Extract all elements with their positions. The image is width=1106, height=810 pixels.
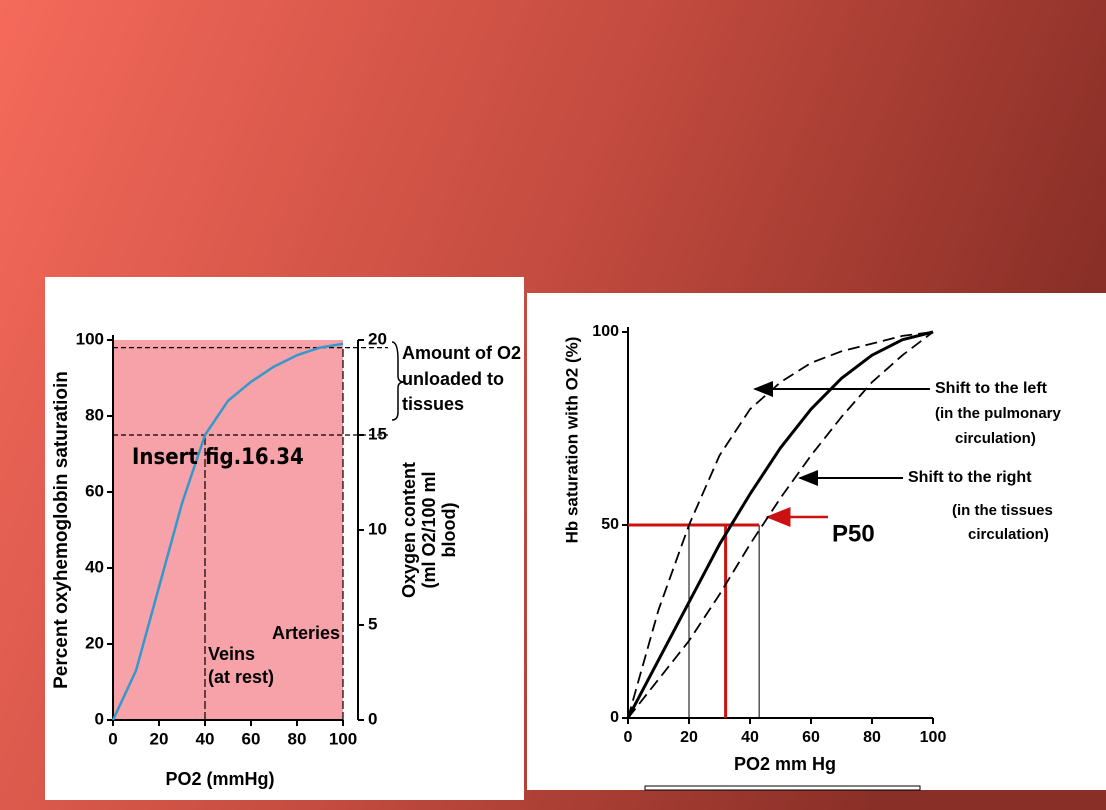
y2-tick-label: 15	[368, 424, 387, 443]
y2-tick-label: 5	[368, 614, 377, 633]
annotation: Veins	[208, 644, 255, 664]
annotation: Insert fig.16.34	[132, 445, 304, 470]
x-tick-label: 100	[329, 729, 357, 748]
x-tick-label: 20	[680, 729, 698, 746]
y-tick-label: 0	[610, 709, 619, 726]
annotation: Shift to the right	[908, 469, 1032, 486]
y-tick-label: 50	[601, 516, 619, 533]
x-axis-label: PO2 (mmHg)	[165, 769, 274, 789]
y2-axis-label: Oxygen content	[399, 462, 419, 598]
y2-tick-label: 0	[368, 709, 377, 728]
x-tick-label: 0	[108, 729, 117, 748]
y2-tick-label: 10	[368, 519, 387, 538]
x-axis-label: PO2 mm Hg	[734, 754, 836, 774]
data-line	[627, 331, 934, 719]
bracket	[391, 341, 405, 421]
annotation: circulation)	[968, 526, 1049, 543]
x-tick-label: 60	[802, 729, 820, 746]
annotation: Shift to the left	[935, 380, 1048, 397]
annotation: (at rest)	[208, 667, 274, 687]
y2-tick-label: 20	[368, 329, 387, 348]
data-line	[111, 342, 344, 721]
y-tick-label: 20	[85, 633, 104, 652]
y-tick-label: 0	[95, 709, 104, 728]
annotation: circulation)	[955, 430, 1036, 447]
y-tick-label: 100	[76, 329, 104, 348]
data-line	[626, 330, 934, 719]
annotation: tissues	[402, 394, 464, 414]
x-tick-label: 80	[288, 729, 307, 748]
y-axis-label: Hb saturation with O2 (%)	[562, 337, 581, 544]
y2-axis-label: (ml O2/100 ml	[419, 471, 439, 588]
x-tick-label: 80	[863, 729, 881, 746]
x-tick-label: 40	[741, 729, 759, 746]
annotation: (in the tissues	[952, 502, 1053, 519]
y-tick-label: 60	[85, 481, 104, 500]
right-panel	[527, 293, 1106, 790]
y-axis-label: Percent oxyhemoglobin saturatioin	[51, 371, 72, 689]
y-tick-label: 100	[592, 323, 619, 340]
y-tick-label: 80	[85, 405, 104, 424]
data-line	[627, 331, 934, 719]
x-tick-label: 60	[242, 729, 261, 748]
annotation: (in the pulmonary	[935, 405, 1061, 422]
x-tick-label: 40	[196, 729, 215, 748]
x-tick-label: 0	[624, 729, 633, 746]
plot-area	[113, 340, 343, 720]
y-tick-label: 40	[85, 557, 104, 576]
annotation: unloaded to	[402, 369, 504, 389]
y2-axis-label: blood)	[439, 503, 459, 558]
annotation: Arteries	[272, 623, 340, 643]
annotation: P50	[832, 520, 875, 547]
box-edge	[644, 785, 921, 791]
x-tick-label: 20	[150, 729, 169, 748]
annotation: Amount of O2	[402, 343, 521, 363]
x-tick-label: 100	[920, 729, 947, 746]
